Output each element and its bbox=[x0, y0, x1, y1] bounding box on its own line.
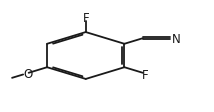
Text: O: O bbox=[23, 68, 32, 81]
Text: N: N bbox=[172, 32, 181, 45]
Text: F: F bbox=[82, 12, 89, 25]
Text: F: F bbox=[142, 69, 149, 82]
